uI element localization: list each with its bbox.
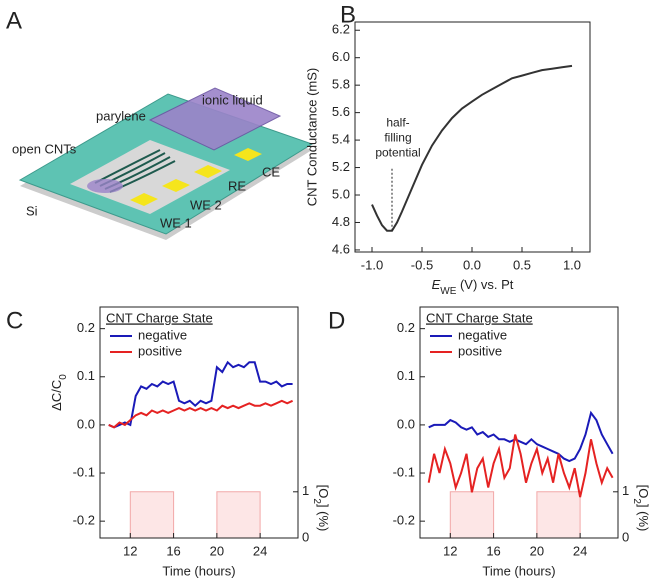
label: open CNTs — [12, 141, 77, 156]
x-tick-label: 24 — [573, 543, 587, 558]
label: ionic liquid — [202, 92, 263, 107]
label: WE 1 — [160, 215, 192, 230]
y2-tick-label: 0 — [302, 529, 309, 544]
x-tick-label: 0.0 — [463, 257, 481, 272]
y-tick-label: 5.6 — [332, 104, 350, 119]
panel-label: C — [6, 307, 23, 334]
label: RE — [228, 178, 246, 193]
y-tick-label: -0.2 — [393, 513, 415, 528]
label: CE — [262, 164, 280, 179]
panel-label: D — [328, 307, 345, 334]
series-line — [428, 410, 614, 463]
plot-frame — [419, 306, 619, 539]
annotation-text: half- — [386, 116, 409, 130]
o2-step — [428, 491, 613, 539]
label-part: [O — [316, 485, 331, 499]
label-part: WE — [440, 286, 456, 297]
x-tick-label: -1.0 — [361, 257, 383, 272]
label-part: 2 — [311, 498, 322, 504]
y-tick-label: 0.1 — [77, 368, 95, 383]
y-tick-label: 0.0 — [397, 416, 415, 431]
si-window — [70, 140, 230, 214]
legend-title: CNT Charge State — [426, 310, 533, 325]
pad-ce — [234, 148, 262, 161]
y-tick-label: 5.4 — [332, 132, 350, 147]
annotation-text: filling — [384, 131, 411, 145]
cnts — [94, 149, 176, 193]
pad-we1 — [130, 193, 158, 206]
x-tick-label: 12 — [443, 543, 457, 558]
y-tick-label: 0.0 — [77, 416, 95, 431]
y-tick-label: 5.8 — [332, 77, 350, 92]
curve — [371, 64, 573, 232]
y2-tick-label: 1 — [302, 483, 309, 498]
ionic-liquid — [148, 87, 282, 151]
y2-label: [O2] (%) — [311, 485, 331, 532]
x-tick-label: 1.0 — [563, 257, 581, 272]
y-tick-label: 4.6 — [332, 241, 350, 256]
y2-tick-label: 1 — [622, 483, 629, 498]
legend-title: CNT Charge State — [106, 310, 213, 325]
label-part: E — [432, 277, 441, 292]
y-tick-label: 4.8 — [332, 214, 350, 229]
y-tick-label: 0.2 — [77, 320, 95, 335]
y-tick-label: 0.2 — [397, 320, 415, 335]
cnt-blob — [87, 179, 123, 193]
y-tick-label: 5.0 — [332, 186, 350, 201]
y-tick-label: -0.1 — [73, 464, 95, 479]
label-part: 2 — [631, 498, 642, 504]
x-tick-label: 20 — [530, 543, 544, 558]
legend-label: negative — [458, 327, 507, 342]
label-part: [O — [636, 485, 651, 499]
x-label: EWE (V) vs. Pt — [432, 277, 514, 297]
legend-label: positive — [458, 343, 502, 358]
panel-label: A — [6, 7, 22, 34]
x-tick-label: 20 — [210, 543, 224, 558]
label-part: (V) vs. Pt — [456, 277, 513, 292]
x-label: Time (hours) — [162, 563, 235, 578]
panel-label: B — [340, 1, 356, 28]
plot-frame — [99, 306, 299, 539]
pad-we2 — [162, 179, 190, 192]
x-label: Time (hours) — [482, 563, 555, 578]
y-label: CNT Conductance (mS) — [304, 68, 319, 206]
y2-tick-label: 0 — [622, 529, 629, 544]
label: WE 2 — [190, 197, 222, 212]
label: Si — [26, 203, 38, 218]
legend-label: negative — [138, 327, 187, 342]
series-line — [427, 434, 614, 498]
label-part: ] (%) — [636, 504, 651, 531]
y-tick-label: -0.2 — [73, 513, 95, 528]
y-tick-label: 6.2 — [332, 22, 350, 37]
label: parylene — [96, 108, 146, 123]
annotation-text: potential — [375, 146, 420, 160]
x-tick-label: 24 — [253, 543, 267, 558]
x-tick-label: 16 — [486, 543, 500, 558]
label-part: ] (%) — [316, 504, 331, 531]
y-tick-label: 0.1 — [397, 368, 415, 383]
y-tick-label: -0.1 — [393, 464, 415, 479]
y-label: ΔC/C0 — [49, 374, 69, 411]
y-tick-label: 5.2 — [332, 159, 350, 174]
label-part: ΔC/C — [49, 380, 64, 411]
x-tick-label: 12 — [123, 543, 137, 558]
y2-label: [O2] (%) — [631, 485, 651, 532]
y-tick-label: 6.0 — [332, 49, 350, 64]
series-line — [108, 399, 294, 429]
x-tick-label: 16 — [166, 543, 180, 558]
legend-label: positive — [138, 343, 182, 358]
device-diagram: A parylene ionic liquid open CNTs CE RE … — [6, 7, 314, 240]
x-tick-label: 0.5 — [513, 257, 531, 272]
label-part: 0 — [58, 374, 69, 380]
pad-re — [194, 165, 222, 178]
o2-step — [108, 491, 293, 539]
x-tick-label: -0.5 — [411, 257, 433, 272]
series-line — [108, 360, 293, 429]
